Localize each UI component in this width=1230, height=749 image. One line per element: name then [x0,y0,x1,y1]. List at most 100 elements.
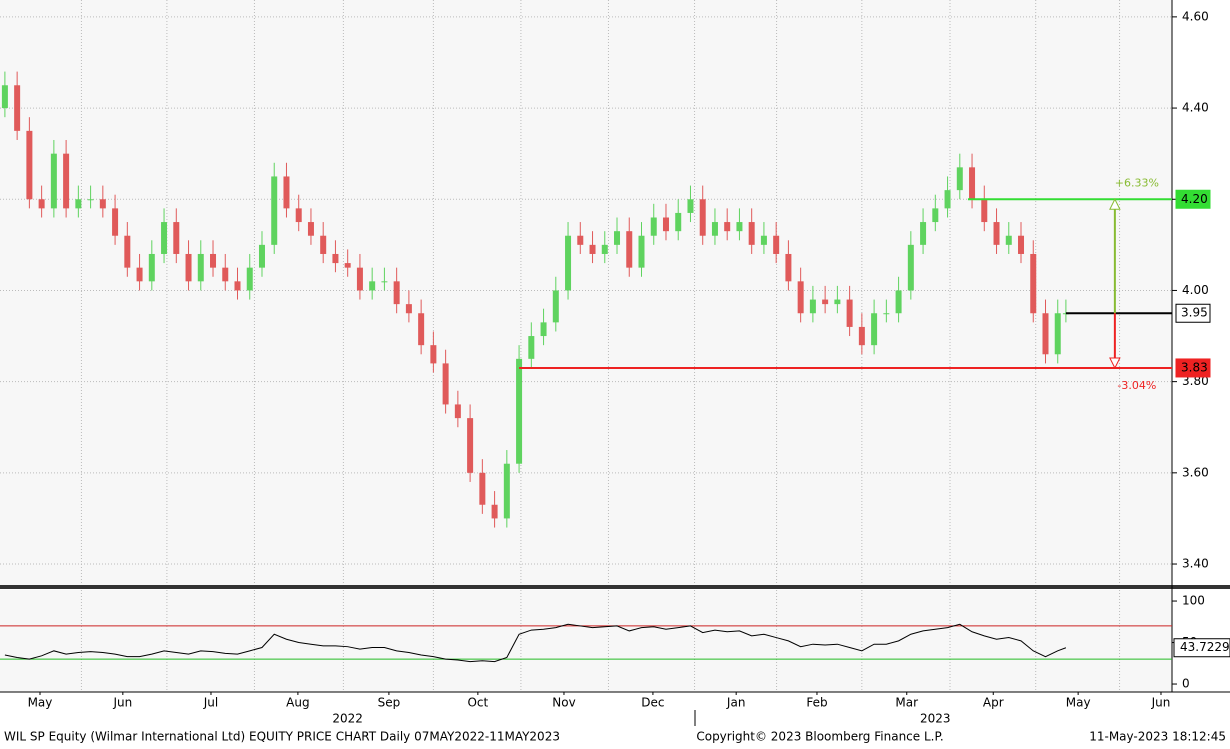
candle-body [871,313,878,346]
candle-body [969,167,976,200]
candle-body [307,222,314,236]
annotation: +6.33% [1115,176,1159,189]
candle-body [369,281,376,291]
candle-body [834,299,841,305]
candle-body [418,313,425,346]
candle-body [540,322,547,337]
candle-body [638,235,645,268]
level-label: 4.20 [1181,192,1208,206]
candle-body [405,304,412,314]
candle-body [552,290,559,323]
y-tick-label: 3.80 [1182,374,1209,388]
candle-body [785,253,792,282]
y-tick-label: 4.00 [1182,283,1209,297]
candle-body [1042,313,1049,355]
x-tick-label: Jul [203,696,218,710]
candle-body [724,222,731,232]
candle-body [173,222,180,254]
y-tick-label: 3.60 [1182,465,1209,479]
candle-body [271,176,278,245]
year-label: 2023 [920,712,951,726]
rsi-line [4,623,1067,663]
candle-body [26,130,33,200]
level-label: 3.95 [1181,306,1208,320]
candle-body [956,167,963,191]
x-tick-label: Jun [1151,696,1171,710]
level-tag [1175,358,1211,378]
candle-body [626,231,633,268]
footer-center: Copyright© 2023 Bloomberg Finance L.P. [696,730,943,744]
candle-body [320,235,327,254]
x-tick-label: Mar [895,696,918,710]
year-label: 2022 [332,712,363,726]
candle-body [185,253,192,282]
candle-body [99,199,106,209]
candle-body [1005,235,1012,245]
x-tick-label: Sep [378,696,401,710]
x-tick-label: Oct [467,696,488,710]
candle-body [222,267,229,282]
level-tag [1175,303,1211,323]
y-tick-label: 4.40 [1182,101,1209,115]
candle-body [112,208,119,236]
candle-body [148,253,155,282]
candle-body [479,472,486,505]
arrow-head [1109,198,1121,210]
candle-body [711,222,718,236]
candle-body [210,253,217,268]
y-tick-label: 4.60 [1182,9,1209,23]
candle-body [650,217,657,236]
arrow-head [1109,357,1121,370]
candle-body [491,504,498,519]
candle-body [1018,235,1025,254]
candle-body [920,222,927,245]
x-tick-label: Dec [641,696,664,710]
candle-body [944,190,951,209]
candle-body [589,244,596,254]
level-label: 3.83 [1181,360,1208,374]
candle-body [797,281,804,314]
level-tag [1175,189,1211,209]
candle-body [736,222,743,232]
x-tick-label: Jan [726,696,746,710]
candle-body [124,235,131,268]
candle-body [1054,313,1061,355]
rsi-last-value: 43.7229 [1180,640,1230,654]
candle-body [748,222,755,245]
candle-body [344,263,351,268]
candle-body [356,267,363,291]
footer-right: 11-May-2023 18:12:45 [1089,730,1226,744]
x-tick-label: Aug [286,696,309,710]
candle-body [822,299,829,305]
x-tick-label: Nov [552,696,575,710]
rsi-bg [0,590,1172,692]
candle-body [699,199,706,236]
candle-body [601,244,608,254]
candle-body [1030,253,1037,314]
candle-body [846,299,853,327]
candle-body [565,235,572,291]
candle-body [430,345,437,364]
candle-body [442,363,449,405]
candle-body [283,176,290,209]
candle-body [907,244,914,291]
plot-bg [0,0,1172,585]
x-tick-label: Apr [983,696,1004,710]
candle-body [614,231,621,245]
candle-body [503,463,510,519]
candle-body [467,418,474,473]
candle-body [75,199,82,209]
annotation: -3.04% [1117,379,1156,392]
candle-body [50,153,57,209]
candle-body [577,235,584,245]
candle-body [258,244,265,268]
candle-body [858,326,865,346]
candle-body [516,358,523,464]
candle-body [993,222,1000,245]
candle-body [63,153,70,209]
candle-body [932,208,939,223]
candle-body [234,281,241,291]
x-tick-label: May [28,696,53,710]
candle-body [675,212,682,232]
